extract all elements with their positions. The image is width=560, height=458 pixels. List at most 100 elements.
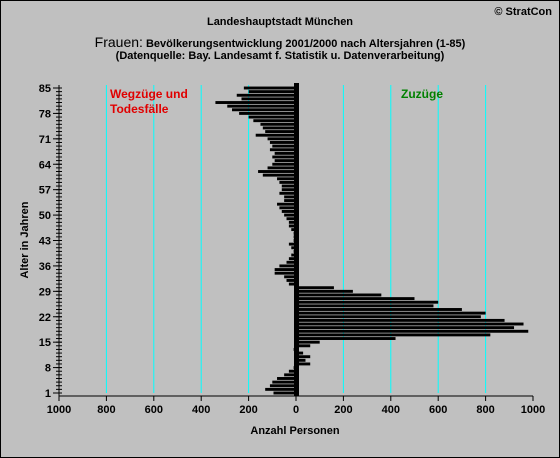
chart-title: Frauen: Bevölkerungsentwicklung 2001/200…: [0, 34, 560, 50]
bar: [265, 130, 296, 134]
bar: [296, 333, 491, 337]
annotation-inflow: Zuzüge: [401, 87, 443, 101]
x-tick-label: 600: [429, 404, 447, 416]
bar: [296, 293, 382, 297]
bar: [288, 257, 296, 261]
y-tick-label: 64: [39, 159, 52, 171]
bar: [274, 268, 296, 271]
bar: [281, 188, 296, 192]
bar: [288, 224, 296, 228]
bar: [288, 242, 296, 246]
y-tick-label: 8: [45, 363, 51, 375]
bar: [260, 122, 296, 126]
bar: [258, 170, 296, 173]
annotation-outflow-line2: Todesfälle: [110, 102, 169, 116]
bar: [215, 101, 296, 104]
x-tick-label: 0: [293, 404, 299, 416]
bar: [277, 377, 296, 380]
bar: [277, 177, 296, 181]
bar: [296, 300, 439, 304]
y-tick-label: 85: [39, 83, 51, 95]
bar: [296, 362, 311, 366]
bar: [273, 391, 296, 395]
bar: [284, 213, 296, 217]
bar: [296, 344, 311, 348]
bar: [267, 166, 296, 170]
annotation-outflow: Wegzüge und Todesfälle: [110, 87, 188, 117]
bar: [288, 282, 296, 286]
x-tick-label: 800: [97, 404, 115, 416]
y-tick-label: 36: [39, 261, 51, 273]
bar: [296, 297, 415, 301]
chart-title-main: Bevölkerungsentwicklung 2001/2000 nach A…: [145, 38, 466, 50]
bar: [253, 119, 296, 123]
bar: [274, 159, 296, 163]
y-tick-label: 29: [39, 286, 51, 298]
bar: [262, 126, 296, 130]
x-tick-label: 1000: [521, 404, 545, 416]
y-tick-label: 1: [45, 388, 51, 400]
bar: [296, 326, 515, 330]
y-tick-label: 15: [39, 337, 51, 349]
bar: [296, 355, 311, 359]
bar: [232, 108, 296, 112]
x-tick-label: 600: [145, 404, 163, 416]
bar: [296, 322, 524, 326]
bar: [227, 104, 296, 108]
bar: [279, 264, 296, 268]
y-tick-label: 78: [39, 108, 51, 120]
bar: [272, 144, 296, 148]
bar: [296, 304, 434, 308]
bar: [284, 195, 296, 199]
bar: [284, 373, 296, 377]
bar: [288, 369, 296, 373]
bar: [239, 111, 296, 115]
bar: [265, 387, 296, 391]
bar: [296, 315, 481, 319]
bar: [291, 253, 296, 257]
bar: [296, 308, 462, 311]
x-tick-label: 800: [476, 404, 494, 416]
bar: [269, 148, 296, 152]
bar: [274, 151, 296, 155]
bar: [296, 329, 529, 333]
bar: [274, 271, 296, 275]
y-axis-label: Alter in Jahren: [19, 201, 31, 279]
bar: [272, 380, 296, 384]
chart-title-city: Landeshauptstadt München: [206, 16, 354, 28]
bar: [269, 141, 296, 144]
copyright-label: © StratCon: [494, 6, 552, 18]
x-tick-label: 200: [334, 404, 352, 416]
x-tick-label: 200: [239, 404, 257, 416]
bar: [286, 278, 296, 282]
bar: [248, 90, 296, 94]
bar: [284, 199, 296, 203]
bar: [277, 202, 296, 206]
bar: [236, 93, 296, 97]
bar: [279, 191, 296, 195]
bar: [279, 206, 296, 210]
bar: [291, 228, 296, 232]
x-axis-label: Anzahl Personen: [250, 425, 340, 437]
bar: [241, 97, 296, 101]
bar: [262, 173, 296, 177]
bar: [243, 86, 296, 90]
bar: [272, 155, 296, 159]
bar: [281, 184, 296, 188]
bar: [296, 311, 486, 315]
bar: [296, 289, 353, 293]
y-tick-label: 57: [39, 185, 51, 197]
bar: [296, 337, 396, 340]
bar: [284, 275, 296, 279]
bar: [296, 318, 505, 322]
bar: [279, 180, 296, 184]
bar: [286, 260, 296, 264]
bar: [286, 217, 296, 221]
bar: [296, 351, 304, 355]
zero-axis: [294, 83, 299, 396]
bar: [267, 137, 296, 141]
bar: [291, 246, 296, 250]
bar: [296, 358, 306, 362]
bar: [296, 340, 320, 344]
